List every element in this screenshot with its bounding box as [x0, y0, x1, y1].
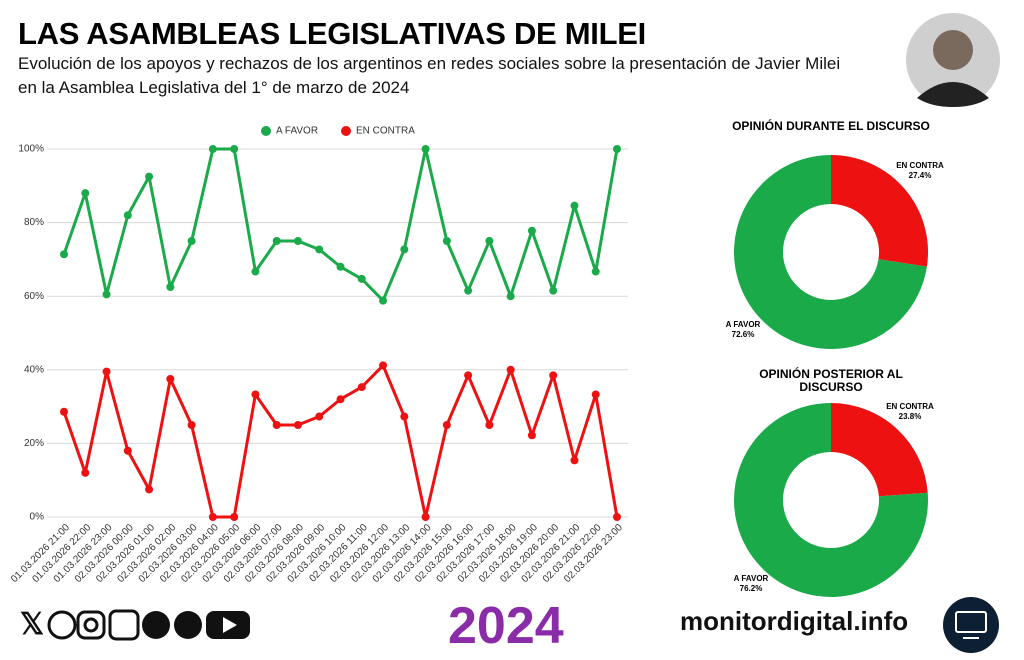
slice-label: A FAVOR: [726, 320, 761, 329]
series-line: [62, 363, 619, 519]
donut-slice: [831, 155, 929, 267]
data-point: [357, 274, 366, 283]
donut-slice: [734, 403, 928, 597]
legend-label: EN CONTRA: [356, 126, 415, 137]
data-point: [421, 145, 430, 153]
data-point: [272, 237, 281, 245]
data-point: [591, 390, 600, 399]
donut-slice: [831, 403, 928, 497]
data-point: [293, 237, 302, 245]
data-point: [613, 145, 621, 153]
y-tick-label: 20%: [24, 438, 44, 449]
data-point: [187, 237, 196, 245]
series-line: [62, 147, 619, 303]
data-point: [570, 456, 579, 465]
data-point: [315, 412, 324, 421]
y-tick-label: 80%: [24, 217, 44, 228]
data-point: [230, 513, 239, 521]
data-point: [187, 421, 196, 429]
data-point: [506, 365, 515, 374]
data-point: [145, 172, 154, 181]
legend-label: A FAVOR: [276, 126, 318, 137]
data-point: [527, 226, 536, 235]
slice-value-label: 76.2%: [740, 584, 763, 593]
data-point: [336, 262, 345, 271]
social-icons: 𝕏: [20, 608, 250, 641]
data-point: [527, 431, 536, 440]
title: LAS ASAMBLEAS LEGISLATIVAS DE MILEI: [18, 16, 646, 51]
y-tick-label: 0%: [30, 512, 45, 523]
legend-marker: [261, 126, 271, 136]
data-point: [336, 395, 345, 404]
data-point: [251, 267, 260, 276]
data-point: [123, 211, 132, 220]
year: 2024: [448, 597, 564, 655]
data-point: [379, 361, 388, 370]
data-point: [166, 375, 175, 383]
slice-value-label: 27.4%: [909, 171, 932, 180]
data-point: [251, 390, 260, 399]
data-point: [570, 201, 579, 210]
data-point: [293, 421, 302, 429]
data-point: [506, 292, 515, 301]
data-point: [81, 189, 90, 198]
data-point: [549, 286, 558, 295]
data-point: [208, 145, 217, 153]
data-point: [102, 367, 111, 376]
data-point: [421, 513, 430, 521]
data-point: [400, 412, 409, 421]
data-point: [357, 383, 366, 392]
data-point: [549, 371, 558, 380]
slice-label: EN CONTRA: [896, 161, 944, 170]
data-point: [591, 267, 600, 276]
data-point: [60, 407, 68, 416]
y-tick-label: 100%: [18, 144, 44, 155]
y-tick-label: 60%: [24, 291, 44, 302]
data-point: [400, 245, 409, 254]
data-point: [613, 513, 621, 521]
slice-value-label: 72.6%: [732, 330, 755, 339]
data-point: [315, 245, 324, 254]
data-point: [272, 421, 281, 429]
donut-title: OPINIÓN POSTERIOR AL DISCURSO: [759, 367, 903, 394]
data-point: [166, 283, 175, 291]
data-point: [442, 237, 451, 245]
data-point: [60, 250, 68, 259]
svg-text:𝕏: 𝕏: [20, 608, 44, 641]
slice-label: A FAVOR: [734, 574, 769, 583]
data-point: [81, 468, 90, 477]
y-tick-label: 40%: [24, 364, 44, 375]
site: monitordigital.info: [680, 606, 909, 636]
data-point: [230, 145, 239, 153]
data-point: [485, 237, 494, 245]
data-point: [379, 296, 388, 305]
donut-title: OPINIÓN DURANTE EL DISCURSO: [732, 119, 930, 133]
data-point: [464, 286, 473, 295]
data-point: [102, 290, 111, 299]
data-point: [464, 371, 473, 380]
data-point: [442, 421, 451, 429]
monitor-icon: [943, 597, 999, 653]
slice-label: EN CONTRA: [886, 402, 934, 411]
slice-value-label: 23.8%: [899, 412, 922, 421]
data-point: [123, 446, 132, 455]
data-point: [145, 485, 154, 494]
legend-marker: [341, 126, 351, 136]
data-point: [208, 513, 217, 521]
donut-slice: [734, 155, 927, 350]
subtitle: Evolución de los apoyos y rechazos de lo…: [18, 54, 841, 97]
portrait: [906, 13, 1000, 107]
data-point: [485, 421, 494, 429]
